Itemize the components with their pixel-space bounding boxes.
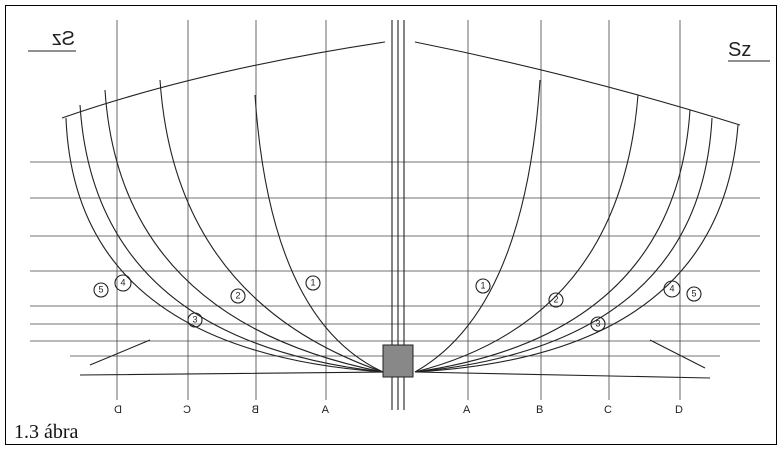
- section-number: 2: [235, 290, 240, 300]
- station-label: D: [114, 404, 122, 416]
- right-label: Sz: [728, 39, 751, 61]
- section-number: 5: [691, 288, 696, 298]
- section-number: 4: [669, 283, 674, 293]
- station-label: B: [536, 404, 543, 416]
- station-label: C: [183, 404, 191, 416]
- left-label: Sz: [52, 28, 75, 50]
- page: Sz Sz D C B A A B C D 1 2 3 4 5 1 2 3 4 …: [0, 0, 782, 450]
- station-label: A: [321, 404, 329, 416]
- station-label: B: [252, 404, 259, 416]
- station-label: C: [604, 404, 612, 416]
- station-label: A: [463, 404, 471, 416]
- station-label: D: [675, 404, 683, 416]
- section-number: 3: [595, 318, 600, 328]
- figure-caption: 1.3 ábra: [14, 421, 79, 443]
- section-number: 4: [120, 277, 125, 287]
- section-number: 2: [553, 294, 558, 304]
- section-number: 3: [192, 314, 197, 324]
- section-number: 1: [310, 277, 315, 287]
- section-number: 5: [98, 284, 103, 294]
- section-number: 1: [480, 280, 485, 290]
- keel: [383, 345, 413, 377]
